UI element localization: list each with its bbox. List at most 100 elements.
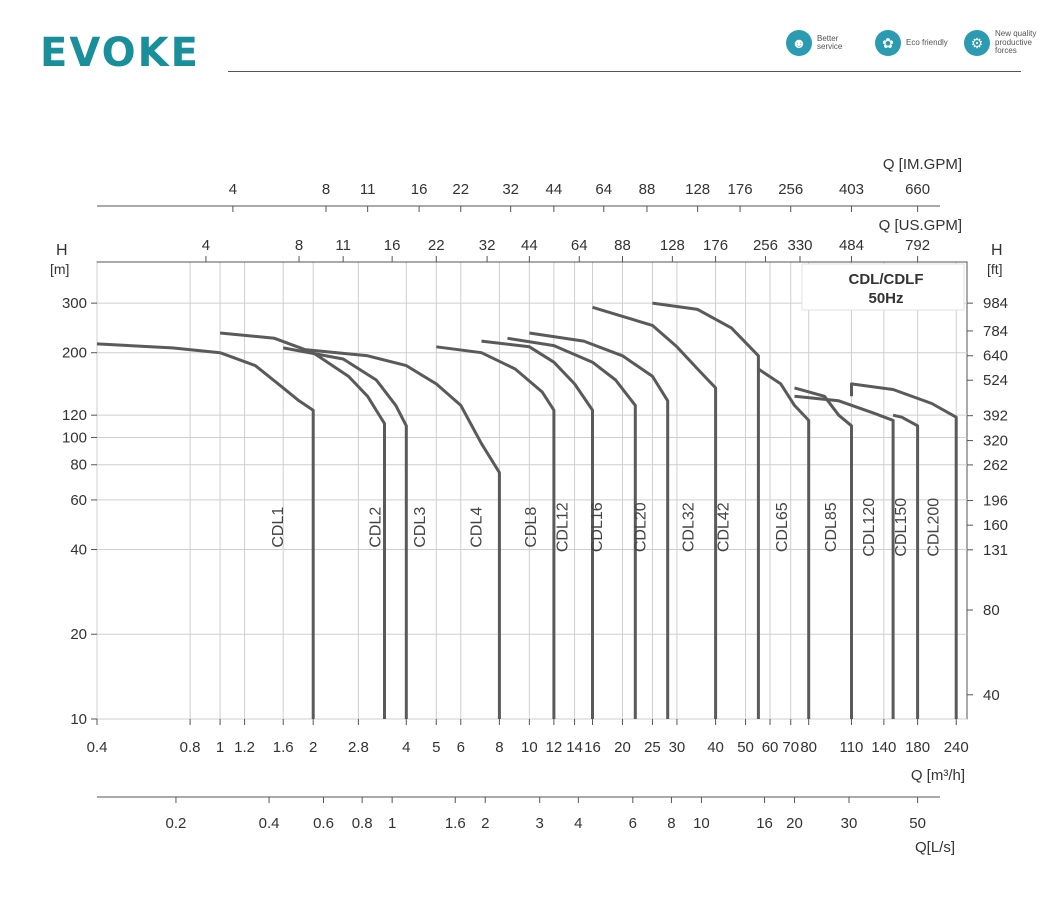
title-box bbox=[801, 263, 965, 311]
usgpm-axis-title: Q [US.GPM] bbox=[879, 217, 962, 234]
ls-tick-label: 1.6 bbox=[445, 815, 466, 832]
badge-label: Eco friendly bbox=[906, 37, 948, 47]
x-tick-label: 25 bbox=[644, 739, 661, 756]
series-label: CDL2 bbox=[367, 507, 384, 548]
y-tick-label: 300 bbox=[62, 295, 87, 312]
series-curve-cdl1 bbox=[219, 351, 315, 719]
x-tick-label: 0.4 bbox=[87, 739, 108, 756]
usgpm-tick-label: 792 bbox=[905, 237, 930, 254]
series-curve-cdl1 bbox=[96, 342, 221, 355]
x-tick-label: 10 bbox=[521, 739, 538, 756]
series-curve-cdl65 bbox=[757, 367, 811, 719]
ls-tick-label: 1 bbox=[388, 815, 396, 832]
series-label: CDL200 bbox=[925, 498, 942, 557]
x-tick-label: 16 bbox=[584, 739, 601, 756]
imgpm-tick-label: 176 bbox=[728, 181, 753, 198]
x-tick-label: 110 bbox=[839, 739, 863, 756]
imgpm-tick-label: 8 bbox=[322, 181, 330, 198]
x-tick-label: 2 bbox=[309, 739, 317, 756]
imgpm-tick-label: 403 bbox=[839, 181, 864, 198]
y-tick-label: 100 bbox=[62, 429, 87, 446]
x-axis-title: Q [m³/h] bbox=[911, 767, 965, 784]
ls-tick-label: 16 bbox=[756, 815, 773, 832]
y-right-tick-label: 320 bbox=[983, 433, 1008, 450]
ls-tick-label: 4 bbox=[574, 815, 582, 832]
y-right-tick-label: 160 bbox=[983, 517, 1008, 534]
x-tick-label: 0.8 bbox=[180, 739, 201, 756]
series-curve-cdl200 bbox=[850, 382, 958, 719]
series-curve-cdl8 bbox=[436, 345, 556, 719]
series-label: CDL12 bbox=[555, 502, 572, 552]
imgpm-tick-label: 16 bbox=[411, 181, 428, 198]
x-tick-label: 4 bbox=[402, 739, 410, 756]
chart-title: CDL/CDLF bbox=[849, 271, 924, 288]
y-tick-label: 20 bbox=[70, 626, 87, 643]
imgpm-tick-label: 22 bbox=[452, 181, 469, 198]
ls-tick-label: 0.6 bbox=[313, 815, 334, 832]
ls-tick-label: 0.4 bbox=[259, 815, 280, 832]
y-axis-title-left: H bbox=[56, 242, 68, 259]
series-label: CDL8 bbox=[523, 507, 540, 548]
usgpm-tick-label: 128 bbox=[660, 237, 685, 254]
imgpm-tick-label: 660 bbox=[905, 181, 930, 198]
headset-icon: ☻ bbox=[786, 30, 812, 56]
y-right-tick-label: 80 bbox=[983, 602, 1000, 619]
series-label: CDL32 bbox=[681, 502, 698, 552]
x-tick-label: 1.2 bbox=[234, 739, 255, 756]
ls-tick-label: 20 bbox=[786, 815, 803, 832]
series-curve-cdl20 bbox=[529, 331, 670, 719]
gear-icon: ⚙ bbox=[964, 30, 990, 56]
ls-tick-label: 8 bbox=[667, 815, 675, 832]
badge-group: ☻ Better service ✿ Eco friendly ⚙ New qu… bbox=[786, 30, 1043, 56]
x-tick-label: 5 bbox=[432, 739, 440, 756]
usgpm-tick-label: 44 bbox=[521, 237, 538, 254]
imgpm-tick-label: 88 bbox=[639, 181, 656, 198]
chart-subtitle: 50Hz bbox=[868, 290, 903, 307]
leaf-globe-icon: ✿ bbox=[875, 30, 901, 56]
series-curve-cdl16 bbox=[507, 336, 637, 719]
y-axis-unit-left: [m] bbox=[50, 261, 69, 277]
usgpm-tick-label: 484 bbox=[839, 237, 864, 254]
usgpm-tick-label: 22 bbox=[428, 237, 445, 254]
ls-tick-label: 30 bbox=[841, 815, 858, 832]
series-curve-cdl150 bbox=[892, 413, 920, 719]
y-axis-title-right: H bbox=[991, 242, 1003, 259]
header-rule bbox=[228, 71, 1021, 72]
y-right-tick-label: 262 bbox=[983, 457, 1008, 474]
ls-tick-label: 2 bbox=[481, 815, 489, 832]
x-tick-label: 70 bbox=[782, 739, 799, 756]
x-tick-label: 20 bbox=[614, 739, 631, 756]
x-tick-label: 6 bbox=[457, 739, 465, 756]
y-right-tick-label: 784 bbox=[983, 323, 1008, 340]
badge-quality: ⚙ New quality productive forces bbox=[964, 30, 1043, 56]
series-label: CDL120 bbox=[861, 498, 878, 557]
x-tick-label: 12 bbox=[546, 739, 563, 756]
x-tick-label: 80 bbox=[800, 739, 817, 756]
imgpm-axis-title: Q [IM.GPM] bbox=[883, 156, 962, 173]
evoke-logo: EVOKE bbox=[40, 30, 200, 76]
usgpm-tick-label: 16 bbox=[384, 237, 401, 254]
ls-tick-label: 3 bbox=[536, 815, 544, 832]
x-tick-label: 40 bbox=[707, 739, 724, 756]
usgpm-tick-label: 8 bbox=[295, 237, 303, 254]
y-tick-label: 10 bbox=[70, 711, 87, 728]
y-tick-label: 40 bbox=[70, 541, 87, 558]
series-curve-cdl120 bbox=[794, 394, 895, 719]
imgpm-tick-label: 128 bbox=[685, 181, 710, 198]
imgpm-tick-label: 11 bbox=[360, 181, 376, 198]
y-right-tick-label: 392 bbox=[983, 408, 1008, 425]
y-axis-unit-right: [ft] bbox=[987, 261, 1003, 277]
y-tick-label: 200 bbox=[62, 345, 87, 362]
x-tick-label: 240 bbox=[944, 739, 969, 756]
y-tick-label: 120 bbox=[62, 407, 87, 424]
series-curve-cdl42 bbox=[652, 301, 760, 719]
x-tick-label: 50 bbox=[737, 739, 754, 756]
usgpm-tick-label: 256 bbox=[753, 237, 778, 254]
imgpm-tick-label: 44 bbox=[546, 181, 563, 198]
badge-better-service: ☻ Better service bbox=[786, 30, 865, 56]
usgpm-tick-label: 330 bbox=[787, 237, 812, 254]
usgpm-tick-label: 32 bbox=[479, 237, 496, 254]
series-curve-cdl12 bbox=[481, 339, 594, 719]
plot-area bbox=[96, 261, 968, 720]
badge-label: New quality productive forces bbox=[995, 29, 1037, 56]
